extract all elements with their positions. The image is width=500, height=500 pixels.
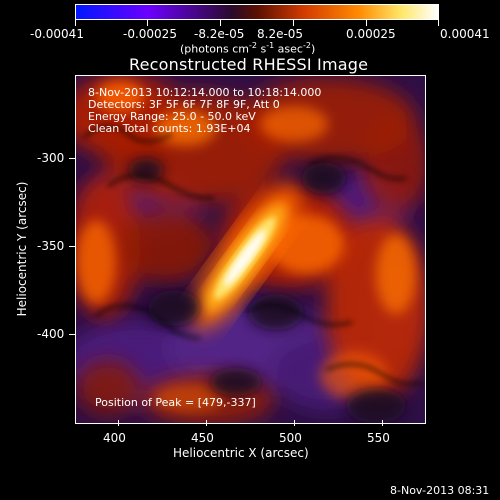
x-tick-550: 550 xyxy=(367,431,390,445)
colorbar-tick-3: 8.2e-05 xyxy=(257,27,304,41)
heatmap-panel xyxy=(75,75,426,424)
x-tick-400: 400 xyxy=(103,431,126,445)
colorbar-tick-marks xyxy=(75,20,439,26)
x-axis-ticks xyxy=(75,420,426,426)
info-line-2: Detectors: 3F 5F 6F 7F 8F 9F, Att 0 xyxy=(88,98,280,111)
peak-position: Position of Peak = [479,-337] xyxy=(95,396,256,409)
colorbar-tick-4: 0.00025 xyxy=(346,27,396,41)
y-axis-ticks xyxy=(69,75,75,424)
colorbar-tick-5: 0.00041 xyxy=(440,27,490,41)
info-line-4: Clean Total counts: 1.93E+04 xyxy=(88,122,251,135)
colorbar xyxy=(75,4,439,20)
info-line-1: 8-Nov-2013 10:12:14.000 to 10:18:14.000 xyxy=(88,86,322,99)
y-tick-neg300: -300 xyxy=(37,151,65,165)
x-axis-label: Heliocentric X (arcsec) xyxy=(173,446,309,460)
heatmap-image xyxy=(76,76,425,423)
x-tick-500: 500 xyxy=(279,431,302,445)
colorbar-gradient xyxy=(76,5,438,19)
colorbar-tick-2: -8.2e-05 xyxy=(194,27,245,41)
colorbar-units: (photons cm-2 s-1 asec-2) xyxy=(180,41,316,56)
y-axis-label: Heliocentric Y (arcsec) xyxy=(15,181,29,317)
colorbar-tick-1: -0.00025 xyxy=(123,27,177,41)
plot-title: Reconstructed RHESSI Image xyxy=(129,55,369,74)
info-line-3: Energy Range: 25.0 - 50.0 keV xyxy=(88,110,256,123)
x-tick-450: 450 xyxy=(191,431,214,445)
y-tick-neg350: -350 xyxy=(37,239,65,253)
y-tick-neg400: -400 xyxy=(37,327,65,341)
timestamp: 8-Nov-2013 08:31 xyxy=(390,484,490,497)
colorbar-tick-0: -0.00041 xyxy=(30,27,84,41)
